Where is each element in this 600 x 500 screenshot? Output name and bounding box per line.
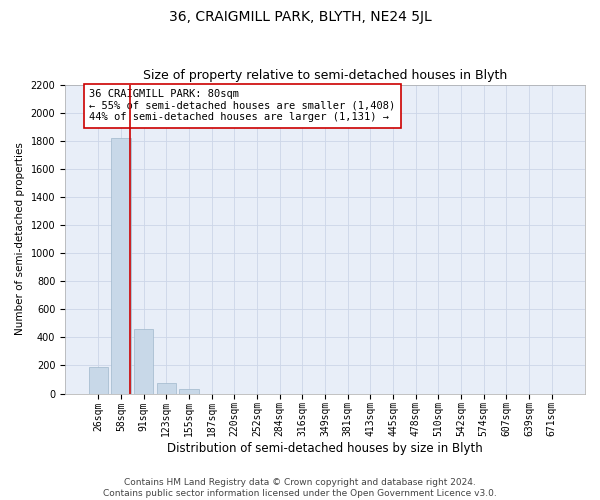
Bar bbox=[112, 138, 131, 394]
Y-axis label: Number of semi-detached properties: Number of semi-detached properties bbox=[15, 142, 25, 336]
Text: 36, CRAIGMILL PARK, BLYTH, NE24 5JL: 36, CRAIGMILL PARK, BLYTH, NE24 5JL bbox=[169, 10, 431, 24]
Text: 36 CRAIGMILL PARK: 80sqm
← 55% of semi-detached houses are smaller (1,408)
44% o: 36 CRAIGMILL PARK: 80sqm ← 55% of semi-d… bbox=[89, 89, 395, 122]
Title: Size of property relative to semi-detached houses in Blyth: Size of property relative to semi-detach… bbox=[143, 69, 507, 82]
Text: Contains HM Land Registry data © Crown copyright and database right 2024.
Contai: Contains HM Land Registry data © Crown c… bbox=[103, 478, 497, 498]
X-axis label: Distribution of semi-detached houses by size in Blyth: Distribution of semi-detached houses by … bbox=[167, 442, 483, 455]
Bar bbox=[157, 383, 176, 394]
Bar bbox=[89, 367, 108, 394]
Bar bbox=[179, 390, 199, 394]
Bar bbox=[134, 329, 153, 394]
